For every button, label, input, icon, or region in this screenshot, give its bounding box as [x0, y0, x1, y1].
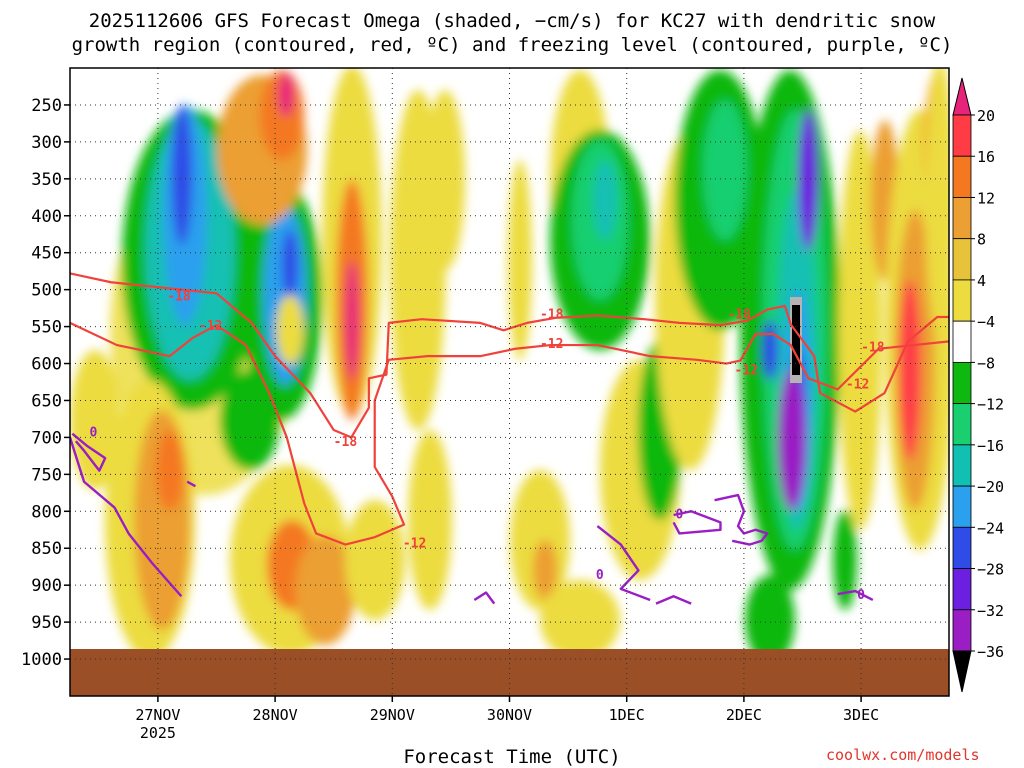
y-tick-label: 700	[31, 428, 62, 448]
contour-freezing-level	[186, 480, 196, 488]
chart-title-line2: growth region (contoured, red, ºC) and f…	[71, 34, 953, 56]
colorbar-label: 12	[977, 189, 995, 207]
contour-freezing-level	[473, 591, 496, 605]
colorbar-label: −24	[977, 519, 1004, 537]
contour-label: 0	[676, 508, 684, 523]
colorbar-segment	[952, 155, 972, 198]
contour-label: -18	[727, 307, 751, 322]
contour-label: 0	[857, 588, 865, 603]
y-tick-label: 250	[31, 96, 62, 116]
colorbar-label: −20	[977, 478, 1004, 496]
x-tick-label: 3DEC	[843, 706, 879, 724]
colorbar-label: 16	[977, 148, 995, 166]
contour-freezing-level	[70, 437, 183, 598]
colorbar-segment	[952, 197, 972, 240]
colorbar-segment	[952, 526, 972, 569]
y-tick-label: 400	[31, 207, 62, 227]
colorbar-segment	[952, 361, 972, 405]
contour-freezing-level	[655, 595, 692, 605]
y-tick-label: 900	[31, 576, 62, 596]
colorbar-segment	[952, 568, 972, 611]
x-tick-label: 1DEC	[609, 706, 645, 724]
colorbar-segment	[952, 320, 972, 363]
contour-labels: -18 -12 -18 -12 -18 -12 -18 -12 -18 -12 0 0 0 0	[90, 290, 885, 603]
contour-label: -12	[846, 377, 869, 392]
colorbar-label: 8	[977, 231, 986, 249]
colorbar-segment	[952, 403, 972, 446]
colorbar-segment	[952, 609, 972, 652]
contour-label: 0	[90, 426, 98, 441]
colorbar-label: −8	[977, 354, 995, 372]
colorbar-segment	[952, 485, 972, 528]
contour-label: -12	[199, 319, 222, 334]
y-tick-label: 800	[31, 502, 62, 522]
x-tick-label: 28NOV	[253, 706, 298, 724]
colorbar-label: −36	[977, 643, 1004, 661]
y-tick-label: 1000	[21, 650, 62, 670]
contour-label: -12	[403, 536, 426, 551]
chart-title-line1: 2025112606 GFS Forecast Omega (shaded, −…	[88, 10, 936, 32]
x-tick-label: 30NOV	[487, 706, 532, 724]
colorbar-segment	[952, 279, 972, 322]
colorbar-segment	[952, 238, 972, 281]
contour-freezing-level	[714, 493, 769, 546]
contour-label: -12	[735, 363, 758, 378]
colorbar-label: −28	[977, 561, 1004, 579]
colorbar-label: −32	[977, 602, 1004, 620]
colorbar-label: −16	[977, 437, 1004, 455]
contour-label: 0	[596, 568, 604, 583]
y-tick-label: 550	[31, 318, 62, 338]
y-tick-label: 850	[31, 539, 62, 559]
colorbar-label: 20	[977, 107, 995, 125]
source-credit: coolwx.com/models	[826, 746, 980, 764]
x-tick-label: 29NOV	[370, 706, 415, 724]
omega-shading	[70, 68, 949, 696]
y-tick-label: 500	[31, 281, 62, 301]
y-tick-label: 650	[31, 391, 62, 411]
colorbar-label: 4	[977, 272, 986, 290]
contour-freezing-level	[672, 510, 722, 535]
contour-freezing-level	[837, 589, 874, 602]
contour-label: -12	[540, 337, 563, 352]
contour-label: -18	[167, 290, 191, 305]
contour-minus18	[70, 272, 949, 439]
contour-minus12	[70, 321, 949, 546]
colorbar-label: −4	[977, 313, 995, 331]
y-tick-label: 600	[31, 355, 62, 375]
y-tick-label: 300	[31, 133, 62, 153]
y-axis: 250 300 350 400 450 500 550 600 650 700 750 800 850 9…	[21, 96, 70, 670]
contour-label: -18	[334, 435, 358, 450]
x-axis-label: Forecast Time (UTC)	[403, 746, 621, 768]
y-tick-label: 950	[31, 613, 62, 633]
colorbar-segment	[952, 444, 972, 487]
x-tick-label: 27NOV	[135, 706, 180, 724]
contour-label: -18	[861, 341, 885, 356]
colorbar-label: −12	[977, 396, 1004, 414]
y-tick-label: 450	[31, 244, 62, 264]
contour-label: -18	[540, 307, 564, 322]
colorbar-segment	[952, 114, 972, 157]
x-tick-label: 2DEC	[726, 706, 762, 724]
colorbar: 20 16 12 8 4 −4 −8 −12 −16 −20 −24 −28 −32 −36	[952, 77, 1004, 693]
y-tick-label: 350	[31, 170, 62, 190]
x-tick-sublabel: 2025	[140, 724, 176, 742]
colorbar-bottom-arrow	[952, 650, 972, 693]
contour-freezing-level	[596, 525, 651, 602]
y-tick-label: 750	[31, 465, 62, 485]
contour-freezing-level	[71, 432, 107, 472]
colorbar-top-arrow	[952, 77, 972, 116]
